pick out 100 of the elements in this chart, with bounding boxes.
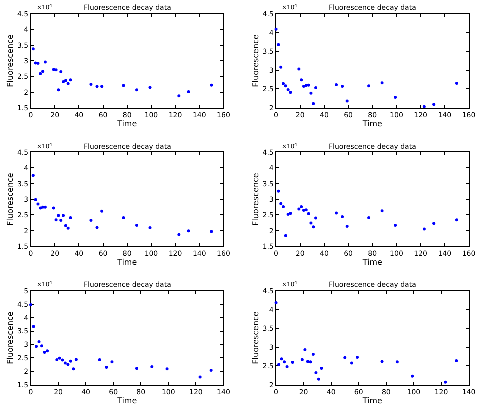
point (66, 82, 70, 86)
point (300, 78, 304, 82)
point (32, 48, 35, 51)
point (314, 216, 318, 220)
point (300, 358, 304, 362)
y-axis-title: Fluorescence (251, 34, 260, 88)
point (60, 70, 63, 74)
point (291, 360, 294, 364)
point (62, 80, 66, 84)
point (306, 360, 310, 364)
point (304, 348, 307, 352)
point (286, 88, 290, 92)
x-axis-title: Time (116, 119, 138, 128)
point (310, 92, 313, 95)
point (298, 208, 301, 211)
point (302, 208, 306, 212)
point (58, 356, 62, 360)
point (317, 378, 320, 381)
point (60, 218, 63, 222)
point (210, 84, 214, 87)
x-axis-title: Time (362, 119, 383, 128)
point (32, 325, 36, 328)
point (43, 351, 46, 354)
point (148, 86, 152, 90)
point (277, 43, 280, 46)
point (282, 206, 286, 209)
point (105, 366, 108, 370)
point (36, 202, 40, 206)
point (57, 214, 60, 218)
point (34, 198, 38, 202)
point (166, 368, 169, 371)
point (187, 230, 190, 233)
point (100, 85, 104, 88)
point (314, 371, 318, 374)
y-axis-title: Fluorescence (6, 312, 16, 364)
point (346, 100, 349, 103)
point (39, 206, 42, 210)
point (286, 213, 290, 216)
point (307, 84, 310, 87)
point (136, 224, 138, 228)
point (309, 360, 312, 364)
point (302, 85, 306, 88)
point (96, 226, 99, 230)
point (90, 218, 93, 222)
point (39, 72, 42, 76)
point (380, 360, 384, 364)
point (40, 344, 44, 348)
point (66, 226, 70, 230)
point (54, 68, 58, 72)
point (335, 212, 338, 215)
point (44, 60, 47, 64)
point (455, 82, 458, 86)
point (122, 84, 126, 88)
point (74, 358, 78, 362)
point (274, 302, 278, 305)
point (411, 374, 414, 378)
point (286, 365, 289, 368)
y-axis-title: Fluorescence (6, 173, 16, 226)
point (61, 358, 64, 362)
point (284, 84, 288, 88)
point (96, 85, 99, 88)
point (312, 353, 315, 356)
point (282, 82, 286, 86)
point (54, 218, 58, 222)
point (346, 224, 349, 228)
point (136, 367, 138, 370)
point (307, 212, 310, 216)
point (455, 359, 458, 362)
point (278, 363, 281, 366)
y-axis-title: Fluorescence (251, 312, 260, 364)
point (289, 212, 292, 216)
point (69, 216, 72, 220)
point (35, 345, 38, 348)
point (66, 363, 70, 366)
point (64, 79, 68, 82)
point (350, 362, 354, 365)
point (210, 369, 213, 372)
point (368, 216, 371, 220)
point (90, 82, 93, 86)
point (396, 360, 399, 364)
point (314, 86, 318, 90)
point (312, 102, 316, 106)
point (36, 62, 40, 65)
point (394, 224, 398, 228)
point (310, 222, 313, 225)
point (283, 360, 286, 364)
y-axis-title: Fluorescence (6, 34, 16, 88)
point (289, 91, 292, 94)
x-axis-title: Time (362, 396, 383, 406)
x-axis-title: Time (116, 258, 138, 267)
point (30, 303, 32, 306)
point (38, 340, 41, 344)
point (34, 62, 38, 65)
point (300, 206, 304, 209)
point (432, 222, 436, 226)
point (280, 202, 283, 206)
point (298, 68, 301, 71)
point (100, 210, 104, 213)
point (274, 28, 278, 31)
point (56, 358, 59, 362)
